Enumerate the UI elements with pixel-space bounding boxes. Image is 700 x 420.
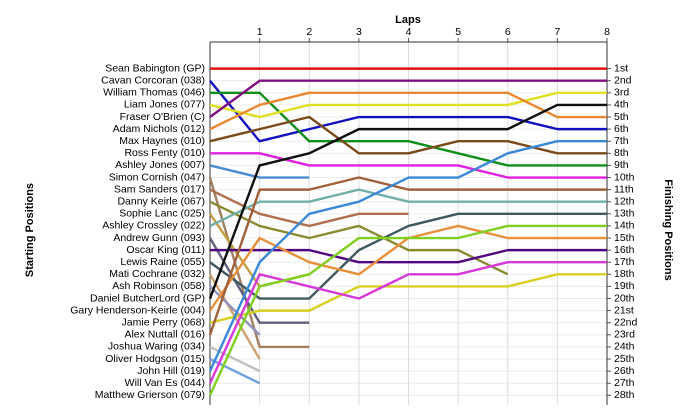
x-tick-label: 4 [406,26,412,38]
series-line [208,237,310,324]
legend-label: Ashley Crossley (022) [102,220,205,232]
legend-label: Lewis Raine (055) [120,256,205,268]
y-tick-label: 2nd [614,75,632,87]
legend-label: Joshua Waring (034) [108,341,205,353]
legend-label: Andrew Gunn (093) [113,232,205,244]
legend-label: Fraser O'Brien (C) [120,111,205,123]
x-tick-label: 6 [505,26,511,38]
series-line [208,261,607,384]
legend-label: Cavan Corcoran (038) [101,75,205,87]
y-tick-label: 13th [614,208,635,220]
y-tick-label: 25th [614,353,635,365]
series-line [209,188,409,228]
x-tick-label: 8 [604,26,610,38]
series-line [209,200,509,276]
y-axis-title-left: Starting Positions [24,183,36,277]
y-tick-label: 6th [614,123,629,135]
legend-label: Gary Henderson-Keirle (004) [70,304,205,316]
series-line [208,177,310,349]
y-tick-label: 11th [614,183,634,195]
series-line [210,248,607,264]
series-line [209,91,607,119]
y-tick-label: 1st [614,62,628,74]
legend-label: Oliver Hodgson (015) [105,353,205,365]
series-line [209,164,310,179]
legend-label: Liam Jones (077) [124,99,205,111]
y-tick-label: 26th [614,365,635,377]
series-line [209,273,607,324]
legend-label: John Hill (019) [137,365,205,377]
y-tick-label: 7th [614,135,629,147]
legend-label: Sean Babington (GP) [105,62,205,74]
series-line [208,103,607,299]
y-tick-label: 9th [614,159,629,171]
x-tick-label: 7 [554,26,560,38]
legend-label: Danny Keirle (067) [117,196,205,208]
y-tick-label: 15th [614,232,635,244]
y-tick-label: 23rd [614,329,635,341]
y-tick-label: 8th [614,147,629,159]
y-tick-label: 12th [614,196,635,208]
series-line [210,152,607,179]
legend-label: Sophie Lanc (025) [119,208,205,220]
y-tick-label: 27th [614,377,635,389]
series-line [209,91,607,131]
legend-label: Daniel ButcherLord (GP) [90,292,205,304]
series-line [209,79,607,118]
legend-label: Simon Cornish (047) [109,171,205,183]
legend-label: Ashley Jones (007) [115,159,205,171]
legend-label: Will Van Es (044) [125,377,205,389]
legend-label: Adam Nichols (012) [113,123,205,135]
series-line [209,115,607,155]
series-line [209,285,261,336]
series-line [210,91,607,167]
series-line [209,212,607,300]
legend-label: Jamie Perry (068) [122,317,205,329]
legend-label: Max Haynes (010) [119,135,205,147]
legend-label: William Thomas (046) [103,87,205,99]
y-tick-label: 20th [614,292,635,304]
x-tick-label: 5 [455,26,461,38]
legend-label: Oscar King (011) [126,244,205,256]
legend-label: Mati Cochrane (032) [109,268,205,280]
y-axis-title-right: Finishing Positions [662,179,674,280]
chart-title: Laps [395,14,421,26]
y-tick-label: 21st [614,304,634,316]
x-tick-label: 1 [257,26,263,38]
series-line [209,79,607,143]
y-tick-label: 28th [614,389,635,401]
legend-label: Alex Nuttall (016) [124,329,205,341]
series-line [208,224,607,396]
y-tick-label: 5th [614,111,629,123]
legend-label: Sam Sanders (017) [114,183,205,195]
y-tick-label: 19th [614,280,635,292]
y-tick-label: 3rd [614,87,629,99]
y-tick-label: 4th [614,99,629,111]
series-line [208,140,607,372]
y-tick-label: 18th [614,268,635,280]
legend-label: Matthew Grierson (079) [95,389,205,401]
x-tick-label: 3 [356,26,362,38]
x-tick-label: 2 [306,26,312,38]
y-tick-label: 17th [614,256,635,268]
y-tick-label: 22nd [614,317,638,329]
y-tick-label: 24th [614,341,635,353]
y-tick-label: 10th [614,171,635,183]
series-line [209,188,607,227]
y-tick-label: 16th [614,244,635,256]
y-tick-label: 14th [614,220,635,232]
series-line [208,176,607,336]
legend-label: Ross Fenty (010) [124,147,205,159]
legend-label: Ash Robinson (058) [112,280,205,292]
